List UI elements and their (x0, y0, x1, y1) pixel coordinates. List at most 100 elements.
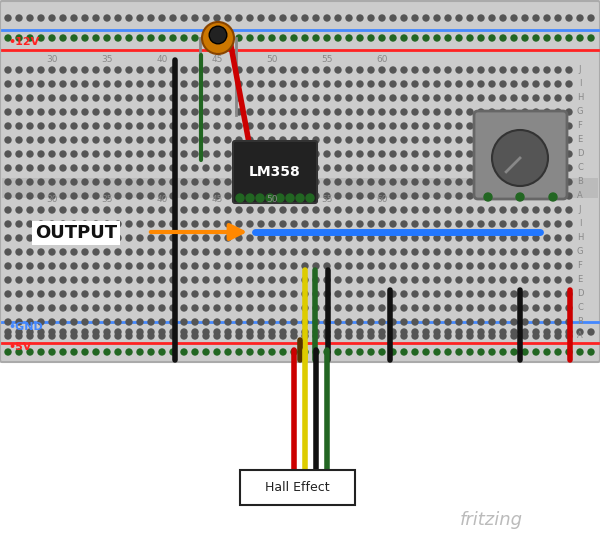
Text: 40: 40 (157, 56, 167, 64)
Text: E: E (577, 276, 583, 285)
Circle shape (306, 194, 314, 202)
Circle shape (49, 123, 55, 129)
Circle shape (214, 137, 220, 143)
Circle shape (313, 193, 319, 199)
Circle shape (137, 179, 143, 185)
Circle shape (236, 15, 242, 21)
Circle shape (489, 165, 495, 171)
Circle shape (137, 329, 143, 335)
Circle shape (368, 165, 374, 171)
Circle shape (412, 333, 418, 339)
Circle shape (445, 235, 451, 241)
Circle shape (170, 305, 176, 311)
Circle shape (38, 15, 44, 21)
Circle shape (434, 333, 440, 339)
Circle shape (544, 329, 550, 335)
Circle shape (214, 207, 220, 213)
Circle shape (148, 35, 154, 41)
Text: 45: 45 (211, 56, 223, 64)
Circle shape (247, 249, 253, 255)
Circle shape (533, 179, 539, 185)
Circle shape (159, 15, 165, 21)
Circle shape (148, 277, 154, 283)
Circle shape (346, 319, 352, 325)
Circle shape (214, 329, 220, 335)
Circle shape (192, 35, 198, 41)
Circle shape (544, 349, 550, 355)
Circle shape (170, 249, 176, 255)
FancyBboxPatch shape (233, 141, 317, 203)
Circle shape (214, 123, 220, 129)
Circle shape (71, 109, 77, 115)
Circle shape (104, 15, 110, 21)
Circle shape (71, 221, 77, 227)
Circle shape (203, 277, 209, 283)
Circle shape (423, 35, 429, 41)
Circle shape (324, 35, 330, 41)
Circle shape (445, 349, 451, 355)
Circle shape (401, 333, 407, 339)
Circle shape (566, 349, 572, 355)
Circle shape (38, 123, 44, 129)
Circle shape (291, 305, 297, 311)
Circle shape (291, 235, 297, 241)
Circle shape (368, 193, 374, 199)
Circle shape (258, 249, 264, 255)
Circle shape (236, 194, 244, 202)
Circle shape (181, 249, 187, 255)
Circle shape (60, 263, 66, 269)
Circle shape (467, 277, 473, 283)
Circle shape (412, 349, 418, 355)
Text: J: J (579, 66, 581, 75)
Circle shape (27, 249, 33, 255)
Circle shape (357, 207, 363, 213)
Circle shape (16, 67, 22, 73)
Circle shape (368, 235, 374, 241)
Circle shape (181, 333, 187, 339)
Circle shape (379, 95, 385, 101)
Circle shape (511, 95, 517, 101)
Circle shape (60, 329, 66, 335)
Circle shape (49, 207, 55, 213)
Circle shape (390, 291, 396, 297)
Circle shape (258, 165, 264, 171)
Circle shape (49, 193, 55, 199)
Circle shape (16, 109, 22, 115)
Circle shape (291, 333, 297, 339)
Circle shape (489, 249, 495, 255)
Circle shape (445, 207, 451, 213)
Circle shape (137, 15, 143, 21)
Circle shape (49, 15, 55, 21)
Circle shape (269, 95, 275, 101)
Circle shape (390, 179, 396, 185)
Circle shape (357, 333, 363, 339)
Circle shape (126, 319, 132, 325)
Circle shape (522, 249, 528, 255)
Circle shape (566, 35, 572, 41)
Circle shape (104, 67, 110, 73)
Circle shape (16, 329, 22, 335)
Circle shape (313, 95, 319, 101)
Circle shape (324, 305, 330, 311)
Circle shape (511, 235, 517, 241)
Circle shape (335, 81, 341, 87)
Circle shape (511, 151, 517, 157)
Circle shape (104, 235, 110, 241)
Circle shape (126, 305, 132, 311)
Circle shape (16, 123, 22, 129)
Circle shape (214, 95, 220, 101)
Circle shape (159, 35, 165, 41)
Circle shape (16, 95, 22, 101)
Circle shape (71, 137, 77, 143)
Circle shape (82, 123, 88, 129)
Circle shape (148, 179, 154, 185)
Circle shape (522, 333, 528, 339)
Circle shape (511, 35, 517, 41)
Circle shape (390, 95, 396, 101)
Circle shape (159, 329, 165, 335)
Circle shape (445, 193, 451, 199)
Circle shape (225, 151, 231, 157)
Circle shape (313, 67, 319, 73)
Circle shape (313, 109, 319, 115)
Circle shape (170, 207, 176, 213)
